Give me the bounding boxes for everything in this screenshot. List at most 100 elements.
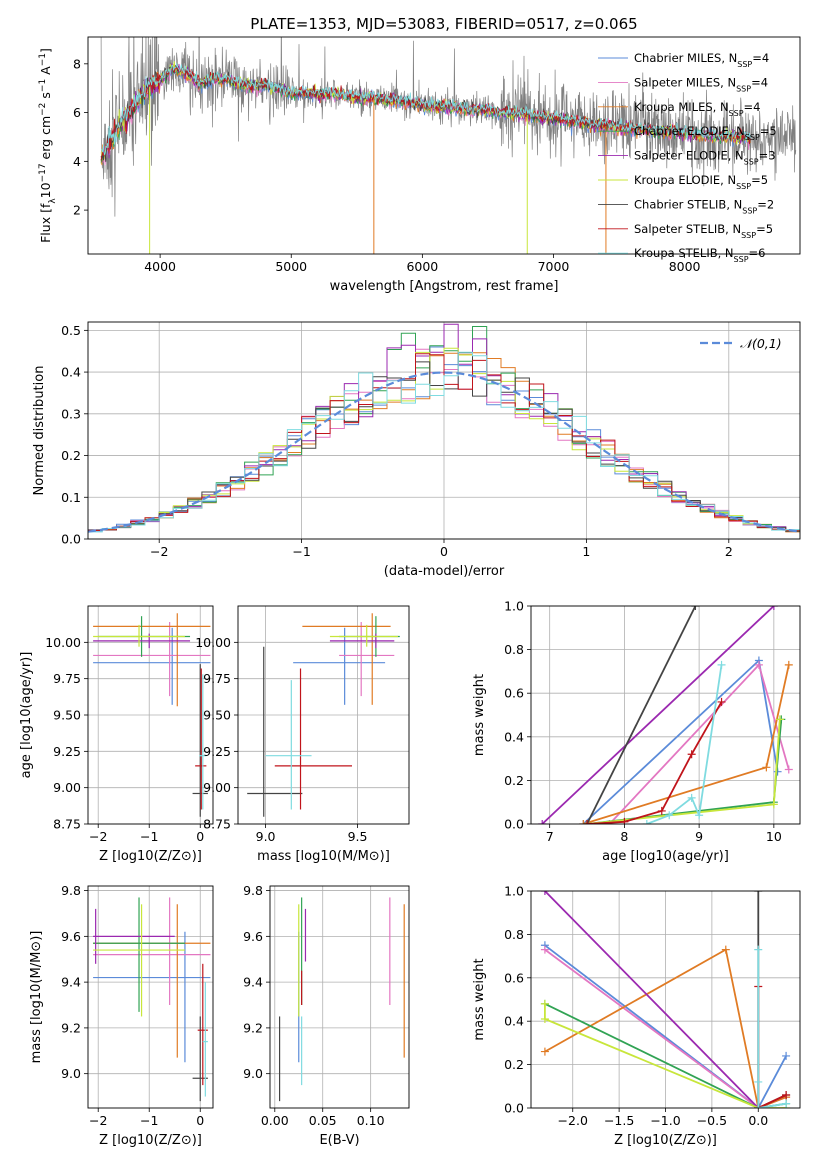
legend-label-main: Chabrier ELODIE, N — [634, 124, 745, 138]
legend-label-tail: =5 — [751, 173, 768, 187]
axes-frame — [87, 321, 801, 540]
weight-marker-kroupa-stelib — [642, 820, 651, 824]
model-spectrum-kroupa-stelib — [100, 62, 751, 156]
x-tick-label: −1.0 — [650, 1113, 680, 1128]
x-axis-label: Z [log10(Z/Z⊙)] — [614, 1133, 717, 1148]
x-tick-label: 0 — [196, 1113, 204, 1128]
weight-marker-kroupa-elodie — [769, 800, 778, 809]
legend-label-tail: =3 — [759, 149, 776, 163]
axes-frame — [530, 890, 801, 1109]
legend-label: Chabrier ELODIE, NSSP=5 — [634, 124, 777, 142]
figure-title: PLATE=1353, MJD=53083, FIBERID=0517, z=0… — [250, 15, 637, 33]
x-tick-label: −2 — [89, 1113, 107, 1128]
weight-marker-kroupa-miles — [540, 1047, 549, 1056]
y-tick-label: 0.8 — [504, 642, 524, 657]
y-tick-label: 6 — [73, 105, 81, 120]
x-tick-label: 0.05 — [309, 1113, 337, 1128]
legend-label-main: Kroupa STELIB, N — [634, 246, 734, 260]
legend-label-main: Salpeter MILES, N — [634, 75, 736, 89]
legend-label-main: Chabrier MILES, N — [634, 51, 737, 65]
y-tick-label: 9.4 — [61, 975, 81, 990]
weight-marker-salpeter-elodie — [540, 891, 549, 895]
y-label-part: −17 — [38, 163, 48, 182]
y-tick-label: 10.00 — [45, 635, 81, 650]
legend-label-sub: SSP — [734, 255, 749, 264]
y-tick-label: 0.3 — [61, 406, 81, 421]
x-tick-label: −2.0 — [558, 1113, 588, 1128]
axes-frame — [87, 605, 214, 825]
y-label-part: −2 — [38, 103, 48, 116]
legend-label-sub: SSP — [742, 206, 757, 215]
weight-lines — [540, 891, 791, 1108]
y-tick-label: 9.2 — [243, 1020, 263, 1035]
legend-label-sub: SSP — [736, 182, 751, 191]
weight-marker-salpeter-stelib — [687, 750, 696, 759]
axes-frame — [87, 885, 214, 1109]
y-label-part: A — [38, 66, 53, 79]
legend-label: Chabrier STELIB, NSSP=2 — [634, 197, 774, 215]
weight-marker-salpeter-stelib — [583, 820, 592, 824]
legend-label: Kroupa ELODIE, NSSP=5 — [634, 173, 768, 191]
legend-label-tail: =2 — [757, 197, 774, 211]
weight-line-salpeter-stelib — [757, 986, 787, 1108]
x-tick-label: 9.0 — [256, 829, 276, 844]
errorbars — [93, 613, 211, 817]
y-tick-label: 9.4 — [243, 975, 263, 990]
age_vs_mass-panel: 9.0 9.5 8.75 9.00 9.25 9.50 9.75 10.00 mass [log… — [195, 605, 410, 864]
legend-label-sub: SSP — [744, 157, 759, 166]
y-label-part: 10 — [38, 182, 53, 198]
normal-reference-curve — [88, 371, 798, 533]
y-tick-label: 8 — [73, 56, 81, 71]
y-axis-label: Normed distribution — [32, 366, 47, 496]
y-tick-label: 8.75 — [53, 817, 81, 832]
axes-frame — [237, 605, 410, 825]
weight-marker-kroupa-stelib — [695, 811, 704, 820]
weight-marker-chabrier-miles — [782, 1051, 791, 1060]
x-tick-label: −1 — [292, 544, 310, 559]
legend-label-sub: SSP — [729, 108, 744, 117]
weight-marker-kroupa-miles — [762, 763, 771, 772]
weight-line-chabrier-miles — [582, 658, 779, 824]
legend-label-main: Kroupa ELODIE, N — [634, 173, 736, 187]
y-axis-label: mass weight — [472, 674, 487, 756]
legend-label-tail: =5 — [760, 124, 777, 138]
errorbars — [278, 897, 405, 1102]
legend-label-main: Salpeter STELIB, N — [634, 222, 741, 236]
x-tick-label: 9.5 — [348, 829, 368, 844]
y-label-part: −1 — [38, 79, 48, 92]
x-tick-label: −2 — [150, 544, 168, 559]
weight-marker-chabrier-stelib — [754, 891, 763, 895]
y-tick-label: 9.50 — [203, 708, 231, 723]
y-tick-label: 9.0 — [61, 1066, 81, 1081]
legend-label: Kroupa STELIB, NSSP=6 — [634, 246, 765, 264]
y-label-part: erg cm — [38, 116, 53, 164]
legend-label: Salpeter ELODIE, NSSP=3 — [634, 149, 776, 167]
errorbars — [247, 613, 400, 817]
y-tick-label: 0.2 — [504, 773, 524, 788]
weight-line-salpeter-elodie — [541, 606, 775, 824]
weight-lines — [538, 606, 793, 824]
x-axis-label: Z [log10(Z/Z⊙)] — [99, 1133, 202, 1148]
x-tick-label: 1 — [582, 544, 590, 559]
weight-marker-salpeter-miles — [754, 660, 763, 669]
y-tick-label: 0.4 — [61, 365, 81, 380]
axes-frame — [269, 885, 410, 1109]
weight-marker-kroupa-stelib — [782, 1099, 791, 1108]
x-tick-label: 4000 — [144, 259, 176, 274]
y-axis-label: mass [log10(M/M⊙)] — [29, 931, 44, 1064]
legend-label: Kroupa MILES, NSSP=4 — [634, 100, 760, 118]
age_vs_Z-panel: −2 −1 0 8.75 9.00 9.25 9.50 9.75 10.00 Z [log10(Z… — [19, 605, 214, 864]
weight-line-chabrier-miles — [544, 944, 787, 1108]
legend-label-tail: =5 — [756, 222, 773, 236]
legend-label-normal: 𝒩(0,1) — [740, 336, 782, 351]
y-tick-label: 0.4 — [504, 1014, 524, 1029]
weight-marker-kroupa-stelib — [687, 793, 696, 802]
weight-line-kroupa-miles — [544, 948, 787, 1108]
y-tick-label: 4 — [73, 154, 81, 169]
x-tick-label: 9 — [695, 829, 703, 844]
legend-label-tail: =4 — [744, 100, 761, 114]
x-axis-label: mass [log10(M/M⊙)] — [257, 849, 390, 864]
weight-marker-salpeter-miles — [540, 945, 549, 954]
weight-marker-salpeter-stelib — [657, 806, 666, 815]
